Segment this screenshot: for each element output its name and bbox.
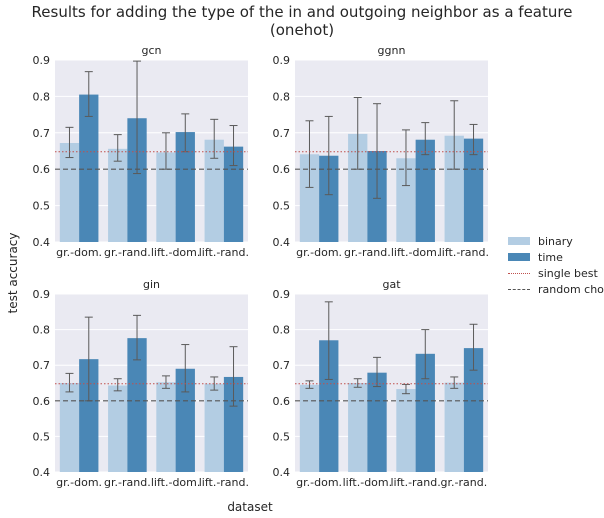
- y-tick-label: 0.4: [273, 466, 291, 479]
- figure-title: Results for adding the type of the in an…: [31, 3, 573, 39]
- x-tick-label: lift.-rand.: [439, 246, 489, 259]
- x-tick-label: gr.-rand.: [104, 246, 151, 259]
- legend-swatch-single-best: [508, 272, 530, 274]
- x-tick-label: gr.-rand.: [441, 476, 488, 489]
- bar-time: [79, 94, 99, 242]
- y-tick-label: 0.7: [273, 127, 291, 140]
- x-tick-label: gr.-dom.: [56, 246, 102, 259]
- x-tick-label: lift.-dom.: [151, 246, 201, 259]
- bar-time: [319, 340, 339, 472]
- y-tick-label: 0.5: [33, 430, 51, 443]
- y-tick-label: 0.7: [33, 127, 51, 140]
- bar-binary: [444, 382, 464, 472]
- bar-time: [175, 368, 195, 472]
- y-tick-label: 0.6: [273, 395, 291, 408]
- bar-binary: [108, 148, 128, 242]
- x-tick-label: gr.-dom.: [296, 476, 342, 489]
- bar-binary: [299, 154, 320, 242]
- legend-label-time: time: [538, 250, 563, 264]
- y-tick-label: 0.7: [33, 359, 51, 372]
- x-axis-label: dataset: [227, 500, 273, 514]
- y-tick-label: 0.9: [33, 288, 51, 301]
- y-tick-label: 0.4: [33, 466, 51, 479]
- panel-title: gin: [143, 278, 160, 291]
- bar-time: [223, 146, 244, 242]
- bar-binary: [108, 385, 128, 472]
- y-tick-label: 0.8: [273, 90, 291, 103]
- y-tick-label: 0.6: [273, 163, 291, 176]
- y-tick-label: 0.8: [273, 324, 291, 337]
- x-tick-label: gr.-dom.: [296, 246, 342, 259]
- panel-gat: 0.4 0.5 0.6 0.7 0.8 0.9 gat gr.-dom. lift.-dom.l…: [273, 278, 488, 489]
- x-tick-label: lift.-rand.: [199, 246, 249, 259]
- y-tick-label: 0.7: [273, 359, 291, 372]
- legend-label-binary: binary: [538, 234, 573, 248]
- bar-time: [175, 132, 195, 242]
- legend-label-random-choice: random choice: [538, 282, 604, 296]
- bar-binary: [156, 152, 176, 242]
- legend-item-single-best: single best: [508, 265, 604, 281]
- bar-time: [319, 155, 339, 242]
- y-tick-label: 0.4: [273, 236, 291, 249]
- bar-binary: [156, 382, 176, 472]
- x-tick-label: gr.-dom.: [56, 476, 102, 489]
- bar-time: [463, 138, 484, 242]
- x-tick-label: lift.-rand.: [390, 476, 440, 489]
- bar-time: [223, 376, 244, 472]
- bar-binary: [348, 383, 368, 472]
- x-tick-label: lift.-dom.: [151, 476, 201, 489]
- y-axis-label: test accuracy: [6, 232, 20, 314]
- legend-label-single-best: single best: [538, 266, 598, 280]
- x-tick-label: lift.-dom.: [343, 476, 393, 489]
- bar-binary: [348, 133, 368, 242]
- bar-binary: [204, 383, 224, 472]
- panel-title: gcn: [141, 44, 161, 57]
- y-tick-label: 0.5: [33, 200, 51, 213]
- x-tick-label: lift.-rand.: [199, 476, 249, 489]
- y-tick-label: 0.4: [33, 236, 51, 249]
- bar-time: [415, 353, 435, 472]
- y-tick-label: 0.6: [33, 163, 51, 176]
- bar-time: [79, 359, 99, 472]
- bar-time: [415, 139, 435, 242]
- y-tick-label: 0.5: [273, 200, 291, 213]
- x-tick-label: gr.-rand.: [104, 476, 151, 489]
- panel-title: gat: [382, 278, 401, 291]
- y-tick-label: 0.8: [33, 90, 51, 103]
- bar-time: [463, 348, 484, 472]
- legend-item-time: time: [508, 249, 604, 265]
- bar-time: [127, 118, 147, 242]
- legend-item-random-choice: random choice: [508, 281, 604, 297]
- bar-binary: [299, 384, 320, 472]
- y-tick-label: 0.9: [273, 54, 291, 67]
- x-tick-label: lift.-dom.: [391, 246, 441, 259]
- y-tick-label: 0.9: [273, 288, 291, 301]
- bar-binary: [444, 135, 464, 242]
- bar-binary: [59, 142, 80, 242]
- legend-swatch-random-choice: [508, 288, 530, 290]
- y-tick-label: 0.9: [33, 54, 51, 67]
- y-tick-label: 0.5: [273, 430, 291, 443]
- bar-time: [127, 338, 147, 472]
- bar-binary: [396, 158, 416, 242]
- bar-binary: [396, 389, 416, 472]
- panel-title: ggnn: [378, 44, 406, 57]
- y-tick-label: 0.8: [33, 324, 51, 337]
- legend: binary time single best random choice: [508, 233, 604, 297]
- bar-time: [367, 372, 387, 472]
- bar-binary: [59, 383, 80, 472]
- legend-item-binary: binary: [508, 233, 604, 249]
- x-tick-label: gr.-rand.: [344, 246, 391, 259]
- y-tick-label: 0.6: [33, 395, 51, 408]
- legend-swatch-time: [508, 253, 530, 261]
- legend-swatch-binary: [508, 237, 530, 245]
- bar-binary: [204, 139, 224, 242]
